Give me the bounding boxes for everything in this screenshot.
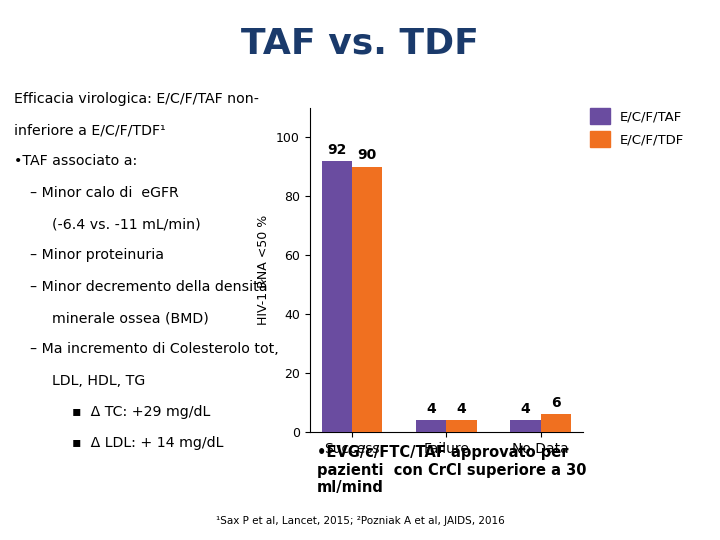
Text: 6: 6 (551, 396, 560, 410)
Text: 4: 4 (521, 402, 531, 416)
Text: ¹Sax P et al, Lancet, 2015; ²Pozniak A et al, JAIDS, 2016: ¹Sax P et al, Lancet, 2015; ²Pozniak A e… (215, 516, 505, 526)
Bar (416, 420, 446, 432)
Text: 92: 92 (328, 143, 347, 157)
Text: – Minor decremento della densità: – Minor decremento della densità (30, 280, 268, 294)
Text: 90: 90 (358, 148, 377, 163)
Text: •TAF associato a:: •TAF associato a: (14, 154, 138, 168)
Text: – Minor proteinuria: – Minor proteinuria (30, 248, 164, 262)
Text: (-6.4 vs. -11 mL/min): (-6.4 vs. -11 mL/min) (43, 217, 201, 231)
Bar (322, 161, 352, 432)
Bar (541, 414, 571, 432)
Text: TAF vs. TDF: TAF vs. TDF (241, 27, 479, 61)
Text: ▪  Δ LDL: + 14 mg/dL: ▪ Δ LDL: + 14 mg/dL (54, 436, 223, 450)
Bar (352, 167, 382, 432)
Text: 4: 4 (456, 402, 467, 416)
Text: LDL, HDL, TG: LDL, HDL, TG (43, 374, 145, 388)
Legend: E/C/F/TAF, E/C/F/TDF: E/C/F/TAF, E/C/F/TDF (590, 108, 685, 147)
Bar (510, 420, 541, 432)
Text: inferiore a E/C/F/TDF¹: inferiore a E/C/F/TDF¹ (14, 123, 166, 137)
Text: Efficacia virologica: E/C/F/TAF non-: Efficacia virologica: E/C/F/TAF non- (14, 92, 259, 106)
Text: •EVG/c/FTC/TAF approvato per
pazienti  con CrCl superiore a 30
ml/mind: •EVG/c/FTC/TAF approvato per pazienti co… (317, 446, 586, 495)
Text: ▪  Δ TC: +29 mg/dL: ▪ Δ TC: +29 mg/dL (54, 405, 210, 419)
Text: 4: 4 (426, 402, 436, 416)
Text: – Minor calo di  eGFR: – Minor calo di eGFR (30, 186, 179, 200)
Y-axis label: HIV-1 RNA <50 %: HIV-1 RNA <50 % (258, 215, 271, 325)
Bar (446, 420, 477, 432)
Text: minerale ossea (BMD): minerale ossea (BMD) (43, 311, 209, 325)
Text: – Ma incremento di Colesterolo tot,: – Ma incremento di Colesterolo tot, (30, 342, 279, 356)
